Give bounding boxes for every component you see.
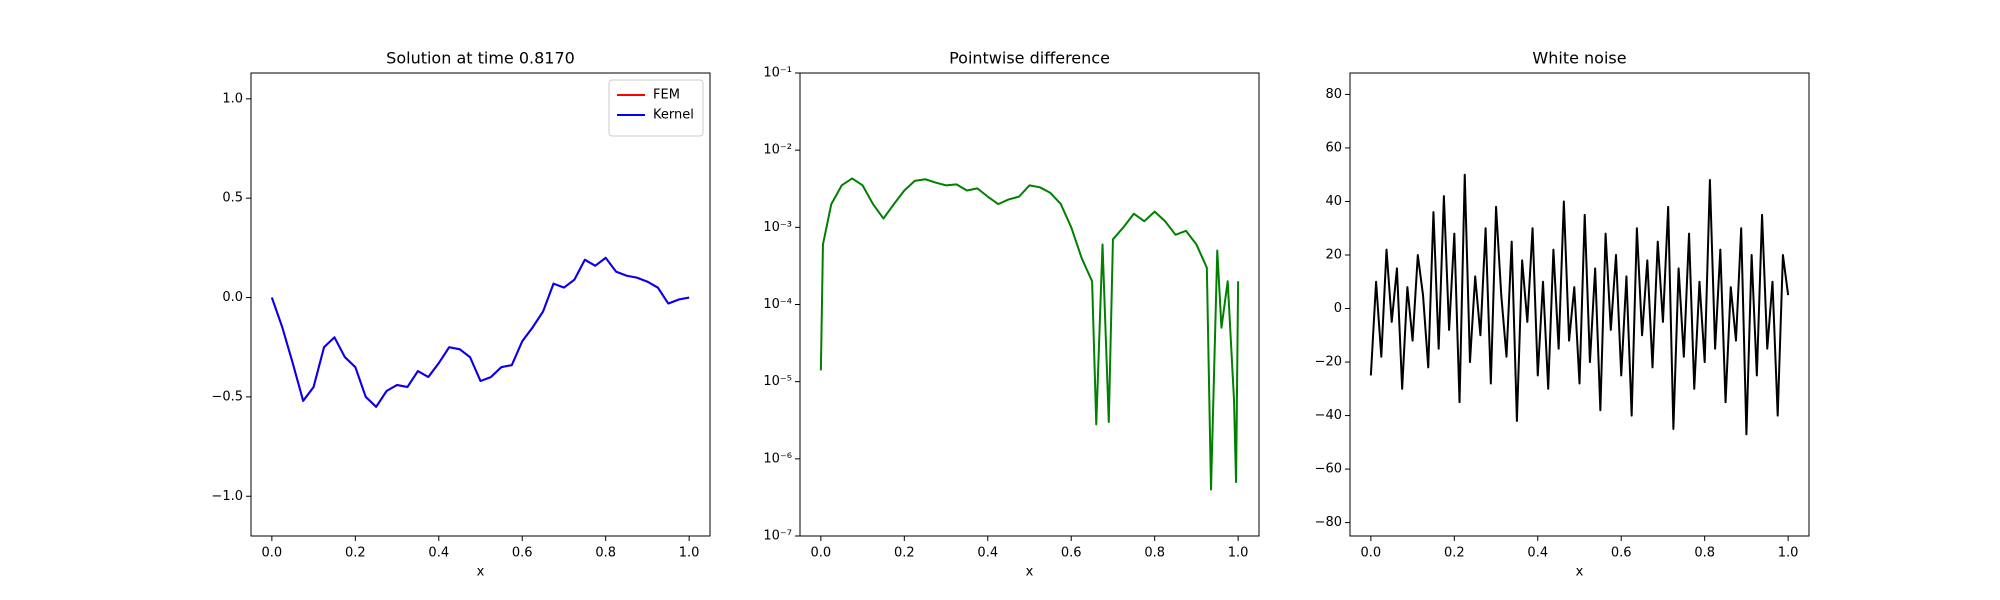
y-tick-label: 0.5 <box>222 191 243 206</box>
axes-frame <box>799 72 1260 537</box>
y-tick-label: −60 <box>1315 462 1342 477</box>
data-line <box>270 256 690 408</box>
y-tick-label: 10⁻⁴ <box>763 297 792 312</box>
x-tick-label: 0.2 <box>1444 546 1465 561</box>
x-tick-label: 0.8 <box>595 546 616 561</box>
x-tick-label: 0.4 <box>1527 546 1548 561</box>
data-line <box>270 256 690 408</box>
legend-label: FEM <box>653 88 680 103</box>
data-line <box>819 177 1240 491</box>
legend-label: Kernel <box>653 108 694 123</box>
y-tick-label: 10⁻⁵ <box>763 374 792 389</box>
chart-title: White noise <box>1532 49 1626 68</box>
y-tick-label: 80 <box>1325 87 1342 102</box>
x-tick-label: 0.6 <box>1061 546 1082 561</box>
x-tick-label: 0.0 <box>811 546 832 561</box>
data-line <box>1369 173 1790 436</box>
y-tick-label: 60 <box>1325 140 1342 155</box>
chart-title: Solution at time 0.8170 <box>386 49 575 68</box>
y-tick-label: 10⁻³ <box>763 220 792 235</box>
x-tick-label: 0.0 <box>262 546 283 561</box>
x-axis-label: x <box>1026 565 1034 580</box>
y-tick-label: −40 <box>1315 408 1342 423</box>
x-tick-label: 0.4 <box>428 546 449 561</box>
y-tick-label: −1.0 <box>211 489 243 504</box>
axes-frame <box>1349 72 1810 537</box>
x-tick-label: 0.6 <box>1611 546 1632 561</box>
x-tick-label: 0.8 <box>1144 546 1165 561</box>
y-tick-label: 40 <box>1325 194 1342 209</box>
x-tick-label: 1.0 <box>679 546 700 561</box>
axes-frame <box>250 72 711 537</box>
y-tick-label: 0 <box>1334 301 1342 316</box>
x-tick-label: 0.6 <box>512 546 533 561</box>
x-tick-label: 0.4 <box>977 546 998 561</box>
x-axis-label: x <box>477 565 485 580</box>
x-tick-label: 0.8 <box>1694 546 1715 561</box>
y-tick-label: 10⁻¹ <box>763 66 792 81</box>
y-tick-label: 10⁻⁷ <box>763 529 792 544</box>
x-tick-label: 1.0 <box>1228 546 1249 561</box>
y-tick-label: 10⁻⁶ <box>763 451 792 466</box>
y-tick-label: −80 <box>1315 515 1342 530</box>
x-tick-label: 0.0 <box>1361 546 1382 561</box>
x-tick-label: 1.0 <box>1778 546 1799 561</box>
x-tick-label: 0.2 <box>894 546 915 561</box>
x-tick-label: 0.2 <box>345 546 366 561</box>
y-tick-label: 1.0 <box>222 91 243 106</box>
y-tick-label: 0.0 <box>222 290 243 305</box>
y-tick-label: 20 <box>1325 247 1342 262</box>
y-tick-label: 10⁻² <box>763 143 792 158</box>
chart-title: Pointwise difference <box>949 49 1110 68</box>
y-tick-label: −20 <box>1315 355 1342 370</box>
y-tick-label: −0.5 <box>211 389 243 404</box>
x-axis-label: x <box>1576 565 1584 580</box>
